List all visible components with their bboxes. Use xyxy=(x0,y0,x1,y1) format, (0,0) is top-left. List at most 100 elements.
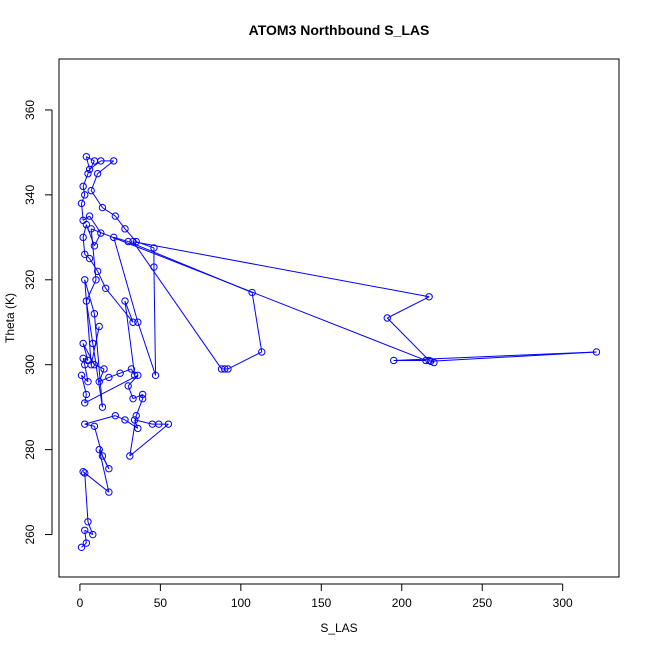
series-segment xyxy=(82,224,87,238)
series-segment xyxy=(89,258,99,272)
series-segment xyxy=(115,415,126,421)
x-tick-label: 200 xyxy=(392,596,412,610)
series-segment xyxy=(132,241,430,298)
y-tick-label: 280 xyxy=(23,439,37,459)
data-point xyxy=(132,411,140,420)
data-point xyxy=(87,225,95,233)
data-point xyxy=(430,358,438,367)
data-point xyxy=(116,369,124,377)
data-point xyxy=(105,373,113,382)
series-segment xyxy=(84,374,139,404)
y-axis: 260 280 300 320 340 360 xyxy=(23,100,53,545)
series-segment xyxy=(89,160,102,170)
series-segment xyxy=(132,241,222,370)
y-tick-label: 340 xyxy=(23,185,37,205)
series-segment xyxy=(93,232,102,247)
series-segment xyxy=(87,160,95,174)
data-point xyxy=(129,318,137,326)
y-axis-label: Theta (K) xyxy=(3,293,17,343)
series-segment xyxy=(90,228,97,280)
data-point xyxy=(90,242,99,250)
data-point xyxy=(81,191,89,199)
series-segment xyxy=(81,194,86,204)
data-point xyxy=(87,186,95,195)
data-point xyxy=(111,411,120,420)
data-point xyxy=(98,403,107,411)
data-point xyxy=(98,452,107,460)
series-segment xyxy=(119,368,132,374)
series-segment xyxy=(108,372,121,378)
series-segment xyxy=(84,279,92,365)
data-point xyxy=(134,371,142,380)
series-segment xyxy=(84,472,89,522)
series-lines xyxy=(81,156,597,548)
data-point xyxy=(217,365,226,373)
series-segment xyxy=(82,343,95,365)
data-point xyxy=(90,361,99,369)
y-tick-label: 300 xyxy=(23,354,37,374)
data-point xyxy=(425,293,433,301)
x-tick-label: 0 xyxy=(77,596,84,610)
series-segment xyxy=(85,279,97,302)
series-segment xyxy=(85,300,94,344)
series-segment xyxy=(105,287,134,323)
series-segment xyxy=(127,374,139,387)
x-tick-label: 100 xyxy=(231,596,251,610)
data-point xyxy=(592,348,601,356)
series-segment xyxy=(153,267,157,376)
data-point xyxy=(81,420,89,428)
series-segment xyxy=(93,426,103,457)
series-segment xyxy=(82,357,89,361)
chart-title: ATOM3 Northbound S_LAS xyxy=(249,22,430,38)
data-point xyxy=(390,356,398,365)
y-tick-label: 260 xyxy=(23,524,37,544)
data-point xyxy=(132,237,140,246)
series-segment xyxy=(98,449,110,493)
data-point xyxy=(124,382,132,390)
data-point xyxy=(84,518,92,526)
data-point xyxy=(124,237,132,246)
data-point xyxy=(129,237,137,246)
data-point xyxy=(89,339,97,348)
data-point xyxy=(81,526,89,534)
series-segment xyxy=(129,415,137,457)
series-segment xyxy=(124,300,134,323)
series-segment xyxy=(124,228,137,242)
data-point xyxy=(95,322,103,331)
data-point xyxy=(422,356,430,365)
series-segment xyxy=(393,351,597,361)
data-point xyxy=(105,488,113,496)
data-point xyxy=(82,390,91,399)
data-point xyxy=(87,361,95,369)
data-point xyxy=(97,229,105,237)
series-segment xyxy=(81,374,89,383)
data-point xyxy=(77,543,86,551)
data-point xyxy=(82,297,91,305)
series-segment xyxy=(84,394,87,404)
data-point xyxy=(92,276,100,284)
data-point xyxy=(150,244,158,252)
data-point xyxy=(93,169,102,178)
series-segment xyxy=(85,156,91,170)
series-segment xyxy=(386,317,430,361)
data-point xyxy=(151,371,160,380)
data-point xyxy=(90,310,99,318)
data-point xyxy=(221,365,229,373)
data-point xyxy=(82,152,91,161)
data-point xyxy=(121,416,129,424)
data-point xyxy=(427,357,435,366)
data-point xyxy=(383,314,391,322)
data-point xyxy=(98,203,107,212)
y-tick-label: 320 xyxy=(23,269,37,289)
series-segment xyxy=(102,455,110,469)
data-point xyxy=(85,165,94,174)
x-tick-label: 50 xyxy=(154,596,168,610)
data-point xyxy=(77,199,86,208)
data-point xyxy=(82,539,91,547)
data-point xyxy=(81,469,89,477)
series-segment xyxy=(82,173,89,187)
data-point xyxy=(101,284,110,292)
data-point xyxy=(258,348,266,356)
series-segment xyxy=(227,351,262,370)
data-point xyxy=(95,445,103,454)
